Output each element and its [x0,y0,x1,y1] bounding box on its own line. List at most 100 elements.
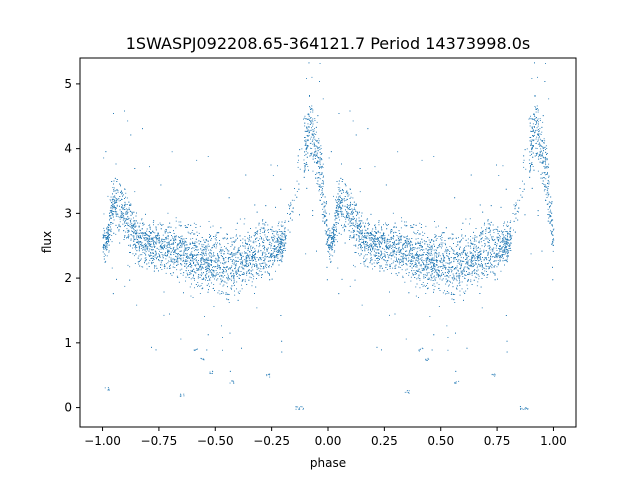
data-point [208,271,210,273]
data-point [244,261,246,263]
data-point [263,223,265,225]
data-point [499,234,500,236]
data-point [498,240,500,242]
data-point [140,258,142,260]
data-point [400,239,402,241]
data-point [186,253,188,255]
data-point [247,246,249,248]
data-point [185,276,187,278]
data-point [188,256,190,258]
data-point [456,275,458,277]
data-point [142,248,144,250]
data-point [165,272,167,274]
data-point [201,272,203,274]
data-point [272,248,274,249]
data-point [485,230,487,232]
data-point [201,257,202,259]
data-point [474,235,476,236]
data-point [166,236,167,238]
data-point [162,255,164,257]
data-point [138,233,140,234]
data-point [116,205,118,207]
data-point [406,238,407,240]
data-point [214,261,216,263]
data-point [280,224,282,226]
data-point [318,147,320,149]
data-point [275,256,277,258]
data-point [130,205,132,206]
data-point [168,256,170,258]
data-point [365,241,367,243]
data-point [471,262,473,264]
data-point [544,160,546,162]
data-point [506,258,508,260]
data-point [463,260,465,262]
data-point [361,230,363,232]
data-point [479,264,481,265]
data-point [126,212,128,214]
data-point [461,263,463,265]
data-point [433,283,435,285]
data-point [268,229,270,230]
data-point [220,262,222,264]
data-point [241,263,243,265]
data-point [191,248,192,250]
data-point [446,275,448,277]
data-point [366,254,368,256]
data-point [149,241,151,243]
data-point [266,238,267,240]
data-point [122,223,124,225]
data-point [435,271,437,273]
data-point [422,282,424,283]
data-point [204,275,206,277]
data-point [430,267,432,269]
data-point [216,272,218,273]
data-point [219,251,220,253]
data-point [131,228,133,229]
data-point [440,236,441,237]
data-point [304,169,306,171]
data-point [124,209,126,210]
data-point [509,236,510,238]
data-point [419,254,420,256]
data-point [552,235,554,236]
data-point [273,234,275,236]
data-point [470,243,472,244]
data-point [508,240,510,241]
data-point [506,244,508,246]
data-point [482,233,484,235]
data-point [118,229,120,230]
data-point [143,244,145,245]
data-point [337,208,339,210]
data-point [343,215,344,217]
data-point [402,275,404,277]
data-point [476,257,478,259]
data-point [227,261,229,263]
data-point [103,236,105,238]
data-point [418,256,420,257]
data-point [111,241,113,243]
data-point [190,255,192,256]
data-point [351,218,352,220]
data-point [192,277,194,279]
data-point [312,143,314,145]
data-point [417,256,419,258]
data-point [219,248,221,250]
data-point [429,316,431,317]
data-point [530,115,531,117]
data-point [175,227,177,229]
data-point [160,243,162,245]
data-point [387,238,388,240]
data-point [467,262,469,263]
data-point [360,248,362,250]
data-point [496,243,498,245]
data-point [454,253,456,255]
data-point [344,183,346,185]
data-point [152,249,154,251]
data-point [114,201,116,203]
data-point [457,270,459,272]
data-point [154,232,156,234]
data-point [371,238,373,240]
data-point [227,279,229,281]
data-point [251,258,253,260]
